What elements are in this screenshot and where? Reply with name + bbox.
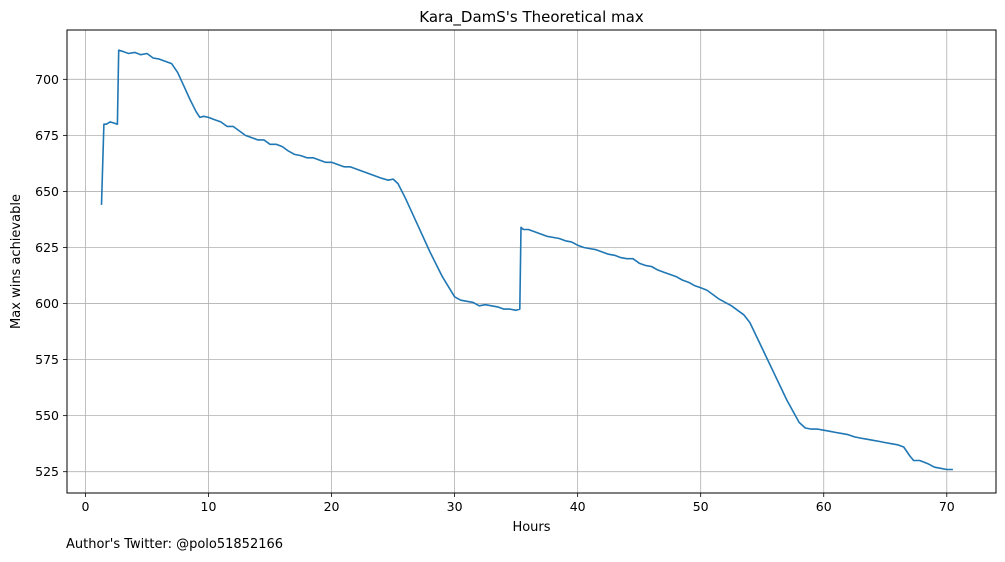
- series-layer: [100, 49, 953, 471]
- author-twitter-note: Author's Twitter: @polo51852166: [66, 537, 284, 552]
- x-tick-label: 20: [324, 499, 340, 514]
- y-axis-label: Max wins achievable: [9, 194, 24, 329]
- plot-frame: [66, 29, 997, 494]
- y-tick-label: 675: [35, 128, 59, 143]
- series-line: [100, 49, 953, 471]
- x-tick-label: 40: [570, 499, 586, 514]
- x-tick-label: 50: [693, 499, 709, 514]
- y-tick-label: 700: [35, 72, 59, 87]
- y-tick-label: 550: [35, 408, 59, 423]
- y-tick-label: 525: [35, 464, 59, 479]
- y-tick-label: 575: [35, 352, 59, 367]
- y-tick-label: 650: [35, 184, 59, 199]
- x-tick-label: 30: [447, 499, 463, 514]
- y-tick-label: 625: [35, 240, 59, 255]
- chart-title: Kara_DamS's Theoretical max: [419, 8, 644, 27]
- x-tick-label: 10: [201, 499, 217, 514]
- x-tick-label: 0: [81, 499, 89, 514]
- x-tick-label: 60: [816, 499, 832, 514]
- x-tick-label: 70: [939, 499, 955, 514]
- x-axis-label: Hours: [512, 520, 550, 535]
- axis-ticks: 0 10 20 30 40 50 60 70 525 550 575 600 625 650 675 700: [35, 72, 955, 514]
- grid-lines: [67, 30, 996, 493]
- y-tick-label: 600: [35, 296, 59, 311]
